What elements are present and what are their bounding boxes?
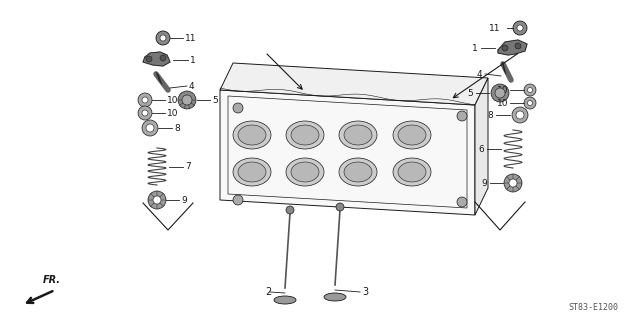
Circle shape xyxy=(524,97,536,109)
Circle shape xyxy=(286,206,294,214)
Circle shape xyxy=(156,31,170,45)
Circle shape xyxy=(148,191,166,209)
Circle shape xyxy=(491,84,509,102)
Text: 7: 7 xyxy=(185,162,190,171)
Ellipse shape xyxy=(324,293,346,301)
Circle shape xyxy=(512,107,528,123)
Text: 1: 1 xyxy=(472,44,478,52)
Circle shape xyxy=(142,110,148,116)
Circle shape xyxy=(336,203,344,211)
Text: FR.: FR. xyxy=(43,275,61,285)
Text: 4: 4 xyxy=(476,69,482,78)
Ellipse shape xyxy=(393,121,431,149)
Circle shape xyxy=(513,21,527,35)
Circle shape xyxy=(138,106,152,120)
Ellipse shape xyxy=(398,162,426,182)
Ellipse shape xyxy=(286,158,324,186)
Ellipse shape xyxy=(339,121,377,149)
Circle shape xyxy=(527,87,533,92)
Polygon shape xyxy=(475,78,488,215)
Ellipse shape xyxy=(274,296,296,304)
Circle shape xyxy=(504,174,522,192)
Text: 4: 4 xyxy=(189,82,195,91)
Text: 6: 6 xyxy=(478,145,484,154)
Text: 8: 8 xyxy=(174,124,180,132)
Text: 10: 10 xyxy=(496,99,508,108)
Circle shape xyxy=(509,179,517,187)
Circle shape xyxy=(178,91,196,109)
Text: 11: 11 xyxy=(185,34,196,43)
Circle shape xyxy=(138,93,152,107)
Ellipse shape xyxy=(291,125,319,145)
Text: 5: 5 xyxy=(468,89,473,98)
Text: 5: 5 xyxy=(212,95,218,105)
Text: 1: 1 xyxy=(190,55,196,65)
Ellipse shape xyxy=(238,162,266,182)
Circle shape xyxy=(153,196,161,204)
Text: 9: 9 xyxy=(181,196,187,204)
Circle shape xyxy=(502,45,508,51)
Ellipse shape xyxy=(398,125,426,145)
Text: ST83-E1200: ST83-E1200 xyxy=(568,303,618,312)
Circle shape xyxy=(524,84,536,96)
Ellipse shape xyxy=(393,158,431,186)
Polygon shape xyxy=(220,90,475,215)
Circle shape xyxy=(233,195,243,205)
Text: 10: 10 xyxy=(167,95,178,105)
Circle shape xyxy=(527,100,533,106)
Circle shape xyxy=(146,56,152,62)
Ellipse shape xyxy=(344,162,372,182)
Text: 2: 2 xyxy=(266,287,272,297)
Circle shape xyxy=(457,111,467,121)
Polygon shape xyxy=(143,52,170,66)
Circle shape xyxy=(160,35,166,41)
Circle shape xyxy=(142,120,158,136)
Polygon shape xyxy=(498,40,527,55)
Ellipse shape xyxy=(339,158,377,186)
Circle shape xyxy=(457,197,467,207)
Ellipse shape xyxy=(233,121,271,149)
Circle shape xyxy=(517,25,523,31)
Circle shape xyxy=(495,88,505,98)
Circle shape xyxy=(515,43,521,49)
Ellipse shape xyxy=(233,158,271,186)
Text: 3: 3 xyxy=(362,287,368,297)
Text: 10: 10 xyxy=(496,85,508,94)
Circle shape xyxy=(516,111,524,119)
Ellipse shape xyxy=(286,121,324,149)
Circle shape xyxy=(160,55,166,61)
Ellipse shape xyxy=(238,125,266,145)
Text: 11: 11 xyxy=(489,23,500,33)
Text: 9: 9 xyxy=(481,179,487,188)
Polygon shape xyxy=(220,63,488,105)
Text: 8: 8 xyxy=(487,110,493,119)
Circle shape xyxy=(182,95,192,105)
Circle shape xyxy=(146,124,154,132)
Circle shape xyxy=(142,97,148,103)
Circle shape xyxy=(233,103,243,113)
Text: 10: 10 xyxy=(167,108,178,117)
Ellipse shape xyxy=(344,125,372,145)
Ellipse shape xyxy=(291,162,319,182)
